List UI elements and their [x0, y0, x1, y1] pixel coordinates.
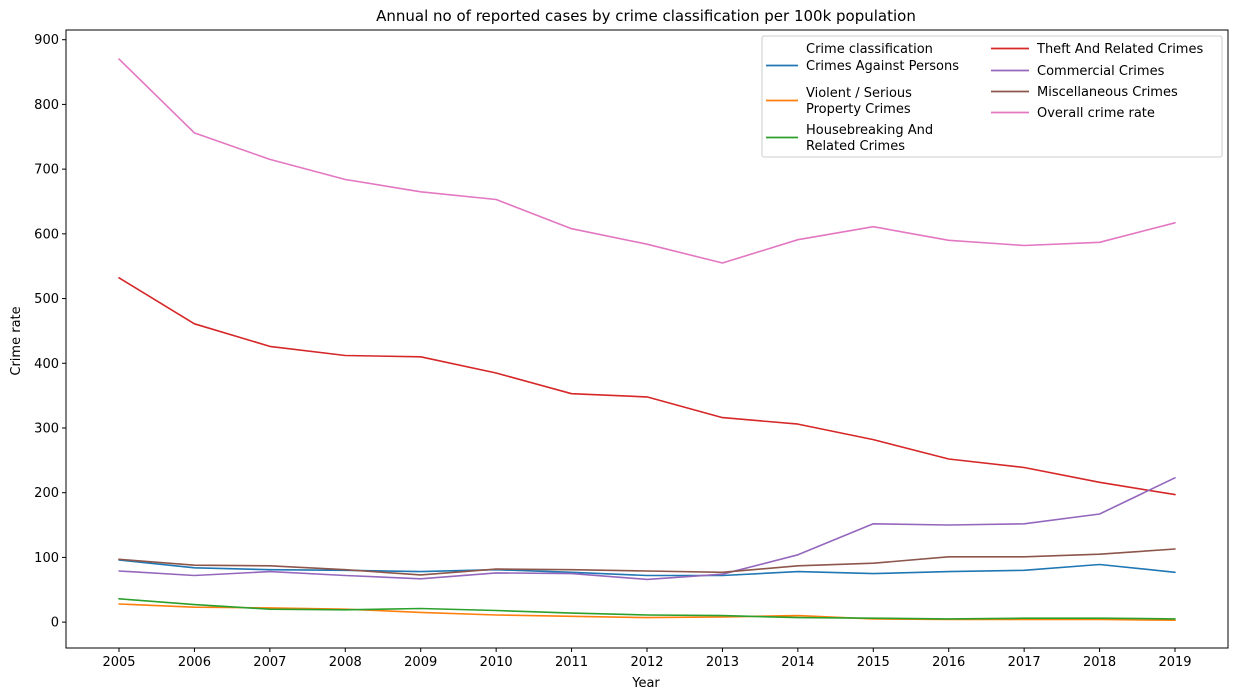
- y-tick-label: 600: [34, 227, 59, 242]
- legend-label-6: Overall crime rate: [1037, 106, 1155, 121]
- legend-title: Crime classification: [806, 42, 933, 57]
- x-tick-label: 2013: [706, 655, 739, 670]
- legend-label-0: Crimes Against Persons: [806, 59, 959, 74]
- x-tick-label: 2005: [102, 655, 135, 670]
- y-tick-label: 300: [34, 421, 59, 436]
- x-tick-label: 2012: [630, 655, 663, 670]
- x-tick-label: 2014: [781, 655, 814, 670]
- x-tick-label: 2010: [480, 655, 513, 670]
- x-tick-label: 2007: [253, 655, 286, 670]
- y-tick-label: 700: [34, 163, 59, 178]
- y-axis-label: Crime rate: [9, 306, 24, 375]
- y-tick-label: 500: [34, 292, 59, 307]
- legend-label-4: Commercial Crimes: [1037, 64, 1165, 79]
- x-tick-label: 2009: [404, 655, 437, 670]
- y-tick-label: 800: [34, 98, 59, 113]
- y-tick-label: 0: [51, 616, 59, 631]
- chart-title: Annual no of reported cases by crime cla…: [376, 7, 916, 25]
- y-tick-label: 100: [34, 551, 59, 566]
- legend-label-3: Theft And Related Crimes: [1036, 42, 1203, 57]
- y-tick-label: 900: [34, 33, 59, 48]
- series-line-3: [118, 276, 1176, 496]
- x-tick-label: 2011: [555, 655, 588, 670]
- y-tick-label: 200: [34, 486, 59, 501]
- x-tick-label: 2019: [1158, 655, 1191, 670]
- series-line-2: [118, 597, 1176, 620]
- x-tick-label: 2018: [1083, 655, 1116, 670]
- y-tick-label: 400: [34, 357, 59, 372]
- x-tick-label: 2016: [932, 655, 965, 670]
- series-line-0: [118, 559, 1176, 577]
- x-tick-label: 2015: [857, 655, 890, 670]
- plot-area: 2005 2006 2007 2008 2009 2010 2011 2012 2013 2014…: [34, 29, 1229, 670]
- series-line-1: [118, 603, 1176, 622]
- legend-label-1: Violent / Serious Property Crimes: [806, 86, 912, 117]
- series-line-5: [118, 548, 1176, 576]
- x-tick-label: 2006: [178, 655, 211, 670]
- series-line-6: [118, 58, 1176, 264]
- legend-label-2: Housebreaking And Related Crimes: [806, 123, 933, 154]
- legend-label-5: Miscellaneous Crimes: [1037, 85, 1178, 100]
- legend: Crime classification Crimes Against Perso…: [761, 35, 1223, 158]
- x-axis-label: Year: [631, 676, 660, 691]
- x-tick-label: 2008: [329, 655, 362, 670]
- x-tick-label: 2017: [1008, 655, 1041, 670]
- series-line-4: [118, 476, 1176, 581]
- legend-box: [761, 35, 1223, 158]
